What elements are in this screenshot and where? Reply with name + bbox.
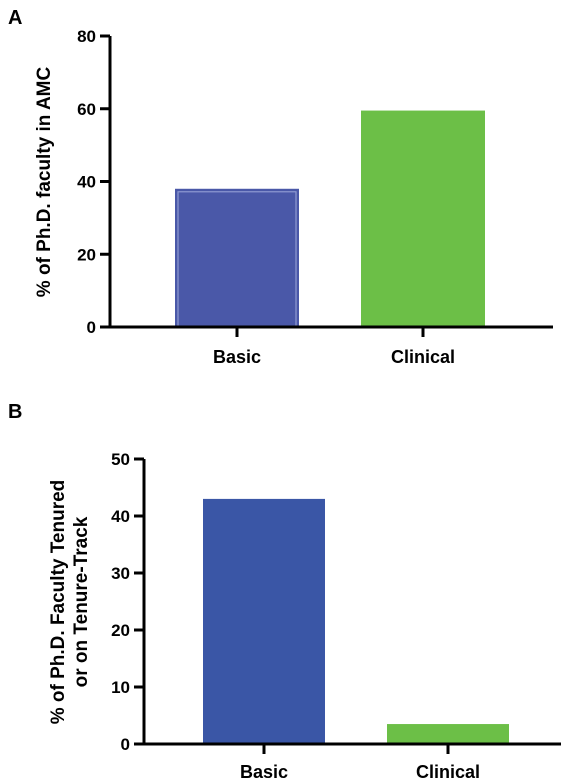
chart-b-y-tick-label: 10 [111,678,130,697]
chart-b-y-tick-label: 30 [111,564,130,583]
chart-a-bar-basic [175,188,299,327]
chart-a-y-axis-title: % of Ph.D. faculty in AMC [34,66,55,297]
chart-b-y-tick-label: 50 [111,450,130,469]
chart-b-bar-clinical [387,724,509,744]
chart-a-bar-clinical [361,110,485,327]
chart-a-y-tick-label: 60 [77,100,96,119]
chart-a: A % of Ph.D. faculty in AMC 0 20 40 60 80 Ba… [8,7,553,367]
chart-a-x-label-basic: Basic [213,347,261,367]
panel-label-a: A [8,7,22,29]
chart-b-y-axis-title-line-1: % of Ph.D. Faculty Tenured [48,480,69,725]
panel-label-b: B [8,401,22,423]
chart-a-y-tick-label: 40 [77,173,96,192]
chart-b-x-label-clinical: Clinical [416,762,480,782]
chart-b-y-axis-title-line-2: or on Tenure-Track [71,516,92,687]
chart-b: B % of Ph.D. Faculty Tenured or on Tenur… [8,401,561,782]
chart-b-y-tick-label: 20 [111,621,130,640]
chart-a-y-tick-label: 20 [77,245,96,264]
chart-a-x-label-clinical: Clinical [391,347,455,367]
chart-b-bar-basic [203,498,325,744]
chart-b-y-tick-label: 0 [121,735,130,754]
chart-b-x-label-basic: Basic [240,762,288,782]
chart-a-y-tick-label: 80 [77,27,96,46]
chart-a-y-tick-label: 0 [87,318,96,337]
chart-b-y-tick-label: 40 [111,507,130,526]
